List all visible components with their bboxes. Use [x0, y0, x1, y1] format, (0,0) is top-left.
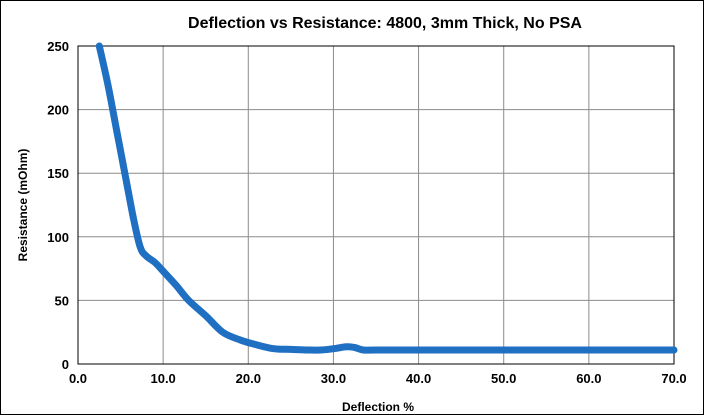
- y-axis-label: Resistance (mOhm): [16, 149, 30, 262]
- x-axis-ticks: 0.0 10.0 20.0 30.0 40.0 50.0 60.0 70.0: [69, 371, 687, 386]
- chart-title: Deflection vs Resistance: 4800, 3mm Thic…: [188, 15, 582, 32]
- x-tick-label: 70.0: [661, 371, 686, 386]
- y-axis-ticks: 0 50 100 150 200 250: [47, 39, 69, 372]
- y-tick-label: 150: [47, 166, 69, 181]
- x-tick-label: 60.0: [576, 371, 601, 386]
- resistance-series-line: [95, 42, 678, 354]
- x-tick-label: 0.0: [69, 371, 87, 386]
- x-tick-label: 50.0: [491, 371, 516, 386]
- x-tick-label: 40.0: [406, 371, 431, 386]
- x-tick-label: 30.0: [321, 371, 346, 386]
- x-tick-label: 20.0: [236, 371, 261, 386]
- grid: [77, 45, 675, 365]
- x-tick-label: 10.0: [150, 371, 175, 386]
- plot-area: [77, 45, 675, 365]
- y-tick-label: 250: [47, 39, 69, 54]
- x-axis-label: Deflection %: [342, 400, 414, 414]
- y-tick-label: 100: [47, 230, 69, 245]
- y-tick-label: 0: [62, 357, 69, 372]
- y-tick-label: 50: [55, 293, 69, 308]
- y-tick-label: 200: [47, 103, 69, 118]
